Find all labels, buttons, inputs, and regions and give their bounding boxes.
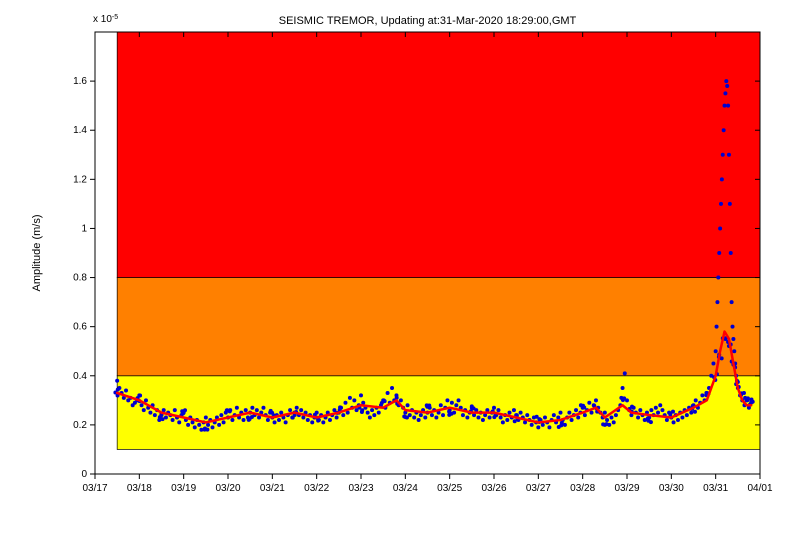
- xtick-label: 03/31: [703, 483, 728, 494]
- ytick-label: 0.8: [73, 273, 87, 284]
- chart-container: 03/17 03/18 03/19 03/20 03/21 03/22 03/23 03/24…: [0, 0, 800, 533]
- chart-title: SEISMIC TREMOR, Updating at:31-Mar-2020 …: [279, 15, 577, 27]
- ytick-label: 0: [81, 469, 87, 480]
- ytick-label: 1: [81, 223, 87, 234]
- y-axis-label: Amplitude (m/s): [31, 214, 43, 291]
- y-exponent-label: x 10-5: [93, 14, 118, 26]
- xtick-label: 03/27: [526, 483, 551, 494]
- xtick-label: 03/23: [348, 483, 373, 494]
- xtick-label: 03/18: [127, 483, 152, 494]
- ytick-label: 0.6: [73, 322, 87, 333]
- xtick-label: 03/28: [570, 483, 595, 494]
- ytick-label: 1.2: [73, 174, 87, 185]
- ytick-label: 0.4: [73, 371, 87, 382]
- xtick-label: 03/29: [614, 483, 639, 494]
- ytick-label: 1.4: [73, 125, 87, 136]
- seismic-tremor-chart: 03/17 03/18 03/19 03/20 03/21 03/22 03/23 03/24…: [0, 0, 800, 533]
- xtick-label: 03/24: [393, 483, 418, 494]
- xtick-label: 03/21: [260, 483, 285, 494]
- alert-zone: [117, 278, 760, 376]
- xtick-label: 03/22: [304, 483, 329, 494]
- xtick-label: 03/20: [215, 483, 240, 494]
- ytick-label: 1.6: [73, 76, 87, 87]
- xtick-label: 03/26: [481, 483, 506, 494]
- xtick-label: 03/19: [171, 483, 196, 494]
- xtick-label: 03/30: [659, 483, 684, 494]
- alert-zone: [117, 32, 760, 278]
- xtick-label: 03/25: [437, 483, 462, 494]
- xtick-label: 04/01: [747, 483, 772, 494]
- xtick-label: 03/17: [82, 483, 107, 494]
- ytick-label: 0.2: [73, 420, 87, 431]
